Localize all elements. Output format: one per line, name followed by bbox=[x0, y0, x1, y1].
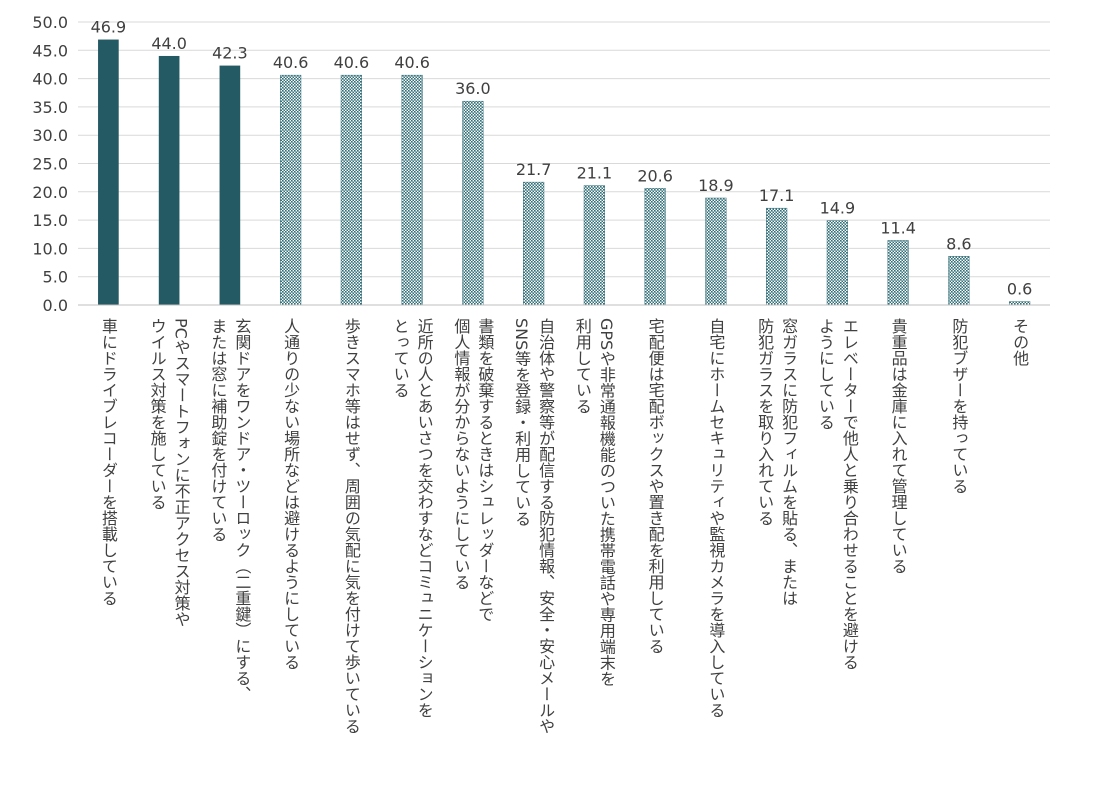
bar bbox=[948, 256, 970, 306]
bar bbox=[1008, 301, 1031, 306]
category-label: 人通りの少ない場所などは避けるようにしている bbox=[281, 318, 300, 670]
bar bbox=[522, 181, 545, 306]
category-label: 書類を破棄するときはシュレッダーなどで bbox=[475, 318, 494, 622]
bar bbox=[158, 55, 180, 306]
category-label: 玄関ドアをワンドア・ツーロック（二重鍵）にする、 bbox=[232, 318, 251, 702]
bar bbox=[887, 240, 909, 306]
bar bbox=[644, 188, 666, 306]
bar bbox=[583, 185, 606, 306]
bar bbox=[705, 197, 727, 306]
data-label: 18.9 bbox=[698, 176, 734, 195]
category-label: 貴重品は金庫に入れて管理している bbox=[889, 318, 908, 574]
data-label: 40.6 bbox=[394, 53, 430, 72]
category-label: 防犯ブザーを持っている bbox=[949, 318, 968, 494]
y-tick-label: 10.0 bbox=[32, 239, 68, 258]
category-label: その他 bbox=[1010, 318, 1029, 367]
bar bbox=[765, 207, 788, 306]
category-label: 近所の人とあいさつを交わすなどコミュニケーションを bbox=[415, 318, 434, 718]
data-label: 21.1 bbox=[577, 164, 613, 183]
category-label: とっている bbox=[391, 318, 410, 398]
data-label: 11.4 bbox=[880, 218, 916, 237]
category-label: 窓ガラスに防犯フィルムを貼る、または bbox=[779, 318, 798, 606]
data-label: 20.6 bbox=[637, 166, 673, 185]
category-label: 自宅にホームセキュリティや監視カメラを導入している bbox=[706, 318, 725, 718]
category-label: または窓に補助錠を付けている bbox=[208, 318, 227, 542]
category-label: 自治体や警察等が配信する防犯情報、安全・安心メールや bbox=[536, 318, 555, 734]
y-tick-label: 5.0 bbox=[43, 268, 68, 287]
data-label: 17.1 bbox=[759, 186, 795, 205]
y-tick-label: 15.0 bbox=[32, 211, 68, 230]
bar bbox=[279, 74, 302, 306]
category-label: 個人情報が分からないようにしている bbox=[451, 318, 470, 590]
data-label: 44.0 bbox=[151, 34, 187, 53]
y-tick-label: 20.0 bbox=[32, 183, 68, 202]
data-label: 0.6 bbox=[1007, 280, 1032, 299]
category-label: 防犯ガラスを取り入れている bbox=[755, 318, 774, 526]
category-label: PCやスマートフォンに不正アクセス対策や bbox=[172, 318, 191, 627]
y-tick-label: 0.0 bbox=[43, 296, 68, 315]
data-labels: 46.9 44.0 42.3 40.6 40.6 40.6 36.0 21.7 21.1 20.6… bbox=[91, 18, 1033, 299]
bar bbox=[340, 74, 363, 306]
category-label: ようにしている bbox=[816, 318, 835, 430]
category-label: 利用している bbox=[573, 318, 592, 414]
bars bbox=[98, 39, 1031, 306]
category-label: 車にドライブレコーダーを搭載している bbox=[99, 318, 118, 606]
bar bbox=[219, 65, 241, 305]
bar bbox=[98, 39, 119, 306]
y-tick-label: 35.0 bbox=[32, 98, 68, 117]
category-label: 宅配便は宅配ボックスや置き配を利用している bbox=[646, 318, 665, 654]
y-axis-tick-labels: 0.0 5.0 10.0 15.0 20.0 25.0 30.0 35.0 40.0 45.0 50… bbox=[32, 13, 68, 315]
category-label: エレベーターで他人と乗り合わせることを避ける bbox=[840, 318, 859, 670]
data-label: 46.9 bbox=[91, 18, 127, 37]
y-tick-label: 25.0 bbox=[32, 155, 68, 174]
category-label: GPSや非常通報機能のついた携帯電話や専用端末を bbox=[597, 318, 616, 686]
data-label: 40.6 bbox=[334, 53, 370, 72]
category-labels: 車にドライブレコーダーを搭載している PCやスマートフォンに不正アクセス対策やウイ… bbox=[99, 318, 1029, 734]
bar bbox=[826, 220, 849, 306]
y-tick-label: 40.0 bbox=[32, 70, 68, 89]
y-tick-label: 45.0 bbox=[32, 41, 68, 60]
category-label: SNS等を登録・利用している bbox=[512, 318, 531, 526]
data-label: 42.3 bbox=[212, 44, 248, 63]
y-tick-label: 30.0 bbox=[32, 126, 68, 145]
data-label: 14.9 bbox=[820, 199, 856, 218]
category-label: ウイルス対策を施している bbox=[148, 318, 167, 510]
data-label: 21.7 bbox=[516, 160, 552, 179]
y-tick-label: 50.0 bbox=[32, 13, 68, 32]
category-label: 歩きスマホ等はせず、周囲の気配に気を付けて歩いている bbox=[342, 318, 361, 734]
data-label: 36.0 bbox=[455, 79, 491, 98]
data-label: 8.6 bbox=[946, 234, 971, 253]
data-label: 40.6 bbox=[273, 53, 309, 72]
bar bbox=[462, 100, 484, 306]
bar bbox=[401, 74, 423, 306]
